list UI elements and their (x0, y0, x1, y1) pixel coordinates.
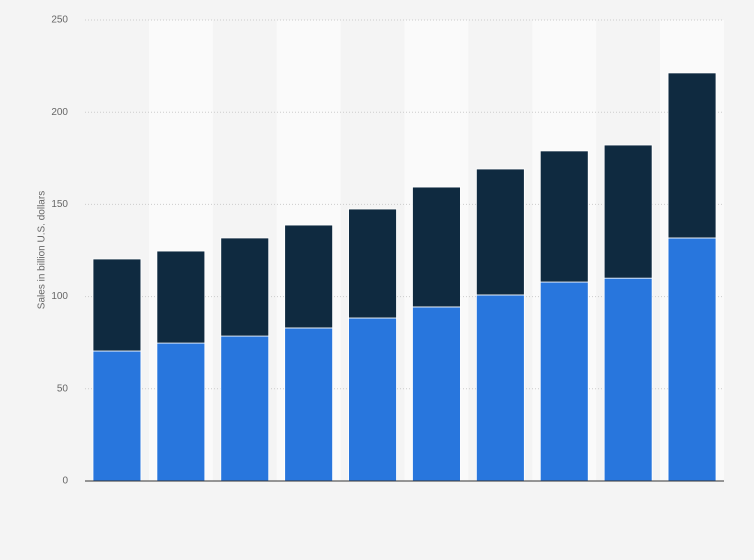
bar-segment (156, 250, 206, 344)
bar-segment (92, 258, 142, 352)
y-tick-label: 250 (51, 15, 68, 26)
bar-segment (220, 237, 270, 337)
bar-segment (475, 168, 525, 296)
bar-segment (603, 277, 653, 482)
y-axis-label: Sales in billion U.S. dollars (37, 191, 48, 309)
bar-segment (667, 237, 717, 482)
bar-segment (156, 342, 206, 482)
bar-segment (220, 335, 270, 482)
y-tick-label: 200 (51, 107, 68, 118)
bar-segment (667, 72, 717, 239)
bar-segment (539, 281, 589, 482)
y-tick-label: 50 (57, 383, 69, 394)
bar-segment (348, 317, 397, 482)
bar-segment (412, 306, 461, 482)
bar-segment (284, 327, 334, 482)
y-tick-label: 100 (51, 291, 68, 302)
bar-segment (603, 144, 653, 279)
y-tick-label: 0 (62, 476, 68, 487)
bar-segment (284, 224, 334, 329)
bar-segment (92, 350, 142, 482)
y-tick-label: 150 (51, 199, 68, 210)
bar-segment (475, 294, 525, 482)
bar-segment (348, 208, 397, 319)
bar-segment (539, 150, 589, 283)
bar-segment (412, 186, 461, 308)
